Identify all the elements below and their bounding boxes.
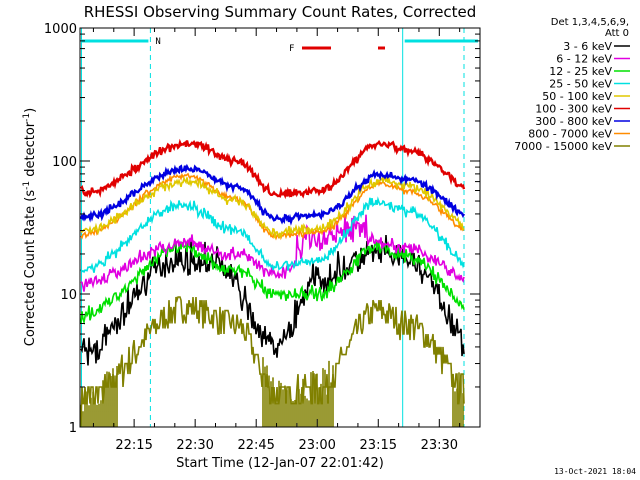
legend-entry-label: 800 - 7000 keV	[528, 128, 612, 141]
footer-date: 13-Oct-2021 18:04	[554, 467, 636, 476]
x-tick-label: 23:00	[298, 438, 335, 453]
x-tick-label: 22:45	[237, 438, 274, 453]
x-tick-label: 22:15	[115, 438, 152, 453]
series-line-4	[80, 196, 465, 274]
y-tick-label: 1000	[44, 22, 77, 37]
series-line-1	[80, 235, 465, 366]
x-tick-label: 23:15	[360, 438, 397, 453]
series-group	[79, 138, 466, 427]
x-tick-label: 22:30	[176, 438, 213, 453]
legend-entry-label: 7000 - 15000 keV	[514, 140, 612, 153]
series-line-5	[80, 174, 465, 239]
legend-title: Att 0	[605, 28, 629, 39]
series-line-7	[79, 163, 466, 226]
flare-label: F	[289, 44, 294, 54]
legend-entry-label: 300 - 800 keV	[535, 115, 612, 128]
legend-title: Det 1,3,4,5,6,9,	[551, 17, 629, 28]
chart-title: RHESSI Observing Summary Count Rates, Co…	[84, 3, 477, 21]
series-line-3	[80, 240, 465, 326]
y-tick-label: 1	[69, 421, 77, 436]
observing-intervals: N	[81, 28, 478, 427]
y-tick-label: 10	[60, 288, 77, 303]
y-axis: 1 10 100 1000	[44, 22, 480, 436]
legend-entry-label: 6 - 12 keV	[556, 53, 612, 66]
annotation-marks: F	[289, 44, 385, 54]
y-axis-label: Corrected Count Rate (s-1 detector-1)	[22, 108, 38, 346]
legend-entry-label: 3 - 6 keV	[563, 40, 612, 53]
x-axis-label: Start Time (12-Jan-07 22:01:42)	[176, 456, 384, 471]
x-tick-label: 23:30	[421, 438, 458, 453]
legend-entry-label: 100 - 300 keV	[535, 103, 612, 116]
legend-entry-label: 25 - 50 keV	[549, 78, 612, 91]
series-fill-9	[80, 357, 464, 427]
plot-frame	[79, 27, 481, 428]
series-line-8	[80, 172, 465, 241]
series-line-6	[80, 138, 466, 200]
x-axis: 22:15 22:30 22:45 23:00 23:15 23:30	[92, 28, 481, 453]
legend-entry-label: 12 - 25 keV	[549, 65, 612, 78]
legend-entry-label: 50 - 100 keV	[542, 90, 612, 103]
night-label: N	[155, 37, 160, 47]
y-tick-label: 100	[52, 155, 77, 170]
